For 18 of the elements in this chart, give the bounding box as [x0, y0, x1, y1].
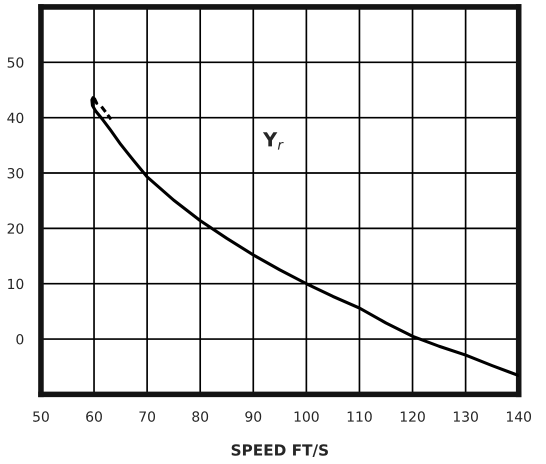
- x-tick-label: 140: [506, 411, 532, 422]
- x-tick-label: 90: [245, 411, 262, 422]
- y-tick-label: 0: [16, 334, 24, 345]
- y-tick-label: 10: [8, 278, 24, 290]
- y-tick-label: 20: [8, 223, 24, 234]
- x-tick-label: 110: [348, 411, 372, 422]
- y-tick-label: 30: [8, 168, 24, 178]
- x-tick-label: 80: [192, 411, 208, 422]
- x-tick-label: 130: [454, 411, 478, 422]
- x-axis-title: SPEED FT/S: [232, 444, 328, 457]
- x-tick-label: 70: [139, 411, 156, 422]
- y-tick-label: 50: [8, 57, 24, 68]
- annotation: Y$_{r}$: [262, 132, 284, 150]
- x-tick-label: 120: [400, 411, 425, 422]
- x-tick-label: 60: [86, 411, 102, 422]
- y-tick-label: 40: [7, 112, 24, 124]
- x-tick-label: 100: [294, 411, 319, 422]
- x-tick-label: 50: [33, 411, 49, 422]
